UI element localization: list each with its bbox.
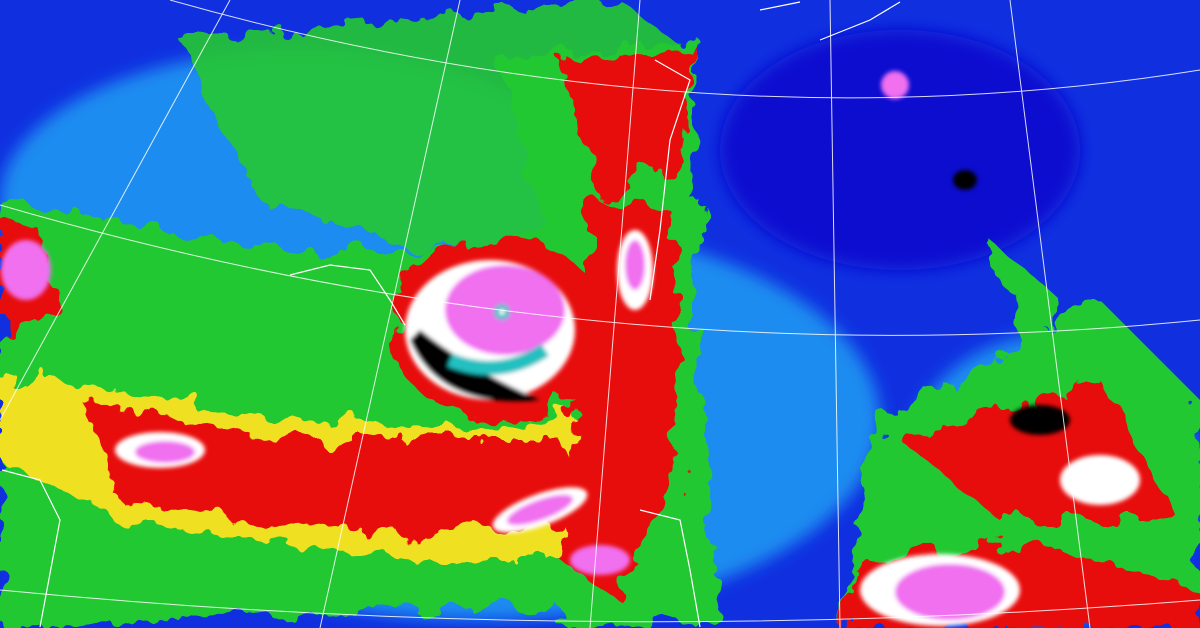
typhoon-core (405, 260, 575, 402)
convective-cells (1, 71, 1140, 626)
coastlines (1, 1, 901, 628)
